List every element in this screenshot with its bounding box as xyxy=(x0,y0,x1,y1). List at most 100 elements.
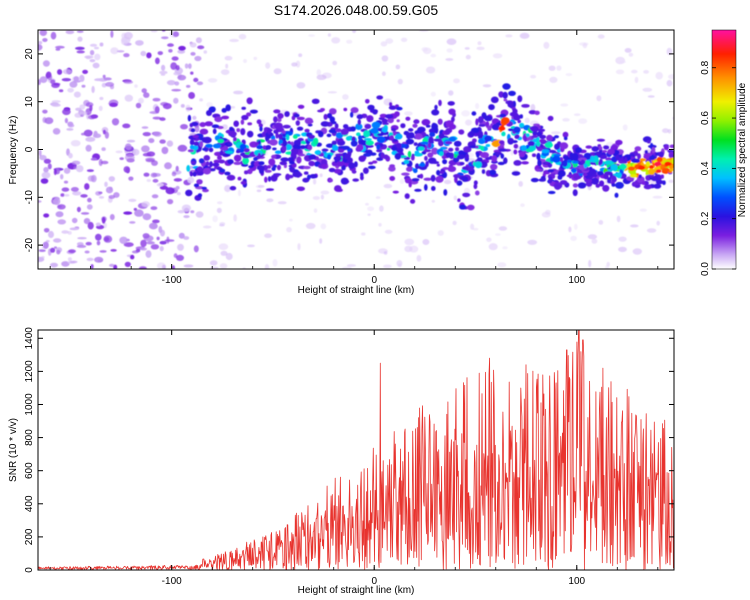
spectrogram-signal-cell xyxy=(367,165,376,170)
spectrogram-noise-cell xyxy=(416,255,422,262)
spectrogram-signal-cell xyxy=(439,170,445,174)
spectrogram-noise-cell xyxy=(109,263,115,267)
spectrogram-signal-cell xyxy=(624,157,628,164)
spectrogram-noise-cell xyxy=(161,36,169,40)
spectrogram-signal-cell xyxy=(246,97,253,105)
spectrogram-signal-cell xyxy=(651,146,656,154)
spectrogram-noise-cell xyxy=(264,264,270,269)
spectrogram-noise-cell xyxy=(382,71,386,76)
spectrogram-signal-cell xyxy=(327,154,332,160)
spectrogram-noise-cell xyxy=(465,54,471,60)
spectrogram-noise-cell xyxy=(587,234,598,240)
spectrogram-noise-cell xyxy=(383,251,388,255)
spectrogram-noise-cell xyxy=(352,30,357,33)
spectrogram-signal-cell xyxy=(509,111,519,117)
spectrogram-signal-cell xyxy=(439,141,444,146)
spectrogram-noise-cell xyxy=(159,240,167,245)
spectrogram-signal-cell xyxy=(527,140,535,147)
spectrogram-signal-cell xyxy=(236,150,241,154)
colorbar-tick-label: 0.4 xyxy=(700,161,711,175)
spectrogram-signal-cell xyxy=(611,183,616,187)
spectrogram-signal-cell xyxy=(389,102,393,107)
spectrogram-signal-cell xyxy=(539,139,547,143)
spectrogram-noise-cell xyxy=(130,254,135,260)
spectrogram-signal-cell xyxy=(214,116,223,123)
spectrogram-noise-cell xyxy=(652,195,663,199)
spectrogram-noise-cell xyxy=(320,190,330,195)
spectrogram-signal-cell xyxy=(382,126,388,133)
spectrogram-signal-cell xyxy=(366,115,374,123)
spectrogram-noise-cell xyxy=(71,217,78,224)
spectrogram-signal-cell xyxy=(290,147,299,155)
spectrogram-signal-cell xyxy=(421,119,431,126)
spectrogram-signal-cell xyxy=(219,168,226,173)
spectrogram-signal-cell xyxy=(206,110,212,116)
spectrogram-signal-cell xyxy=(490,96,499,104)
spectrogram-signal-cell xyxy=(196,179,203,185)
spectrogram-signal-cell xyxy=(277,117,282,123)
spectrogram-noise-cell xyxy=(361,232,366,236)
spectrogram-signal-cell xyxy=(357,119,361,126)
spectrogram-signal-cell xyxy=(259,126,263,132)
spectrogram-noise-cell xyxy=(51,103,61,107)
spectrogram-signal-cell xyxy=(569,152,574,159)
spectrogram-noise-cell xyxy=(140,247,148,251)
spectrogram-signal-cell xyxy=(376,144,381,150)
spectrogram-signal-cell xyxy=(405,138,415,145)
spectrogram-noise-cell xyxy=(375,196,381,199)
spectrogram-noise-cell xyxy=(142,132,151,137)
spectrogram-signal-cell xyxy=(475,190,480,196)
spectrogram-noise-cell xyxy=(365,202,369,206)
spectrogram-signal-cell xyxy=(481,169,486,174)
spectrogram-noise-cell xyxy=(209,260,218,266)
spectrogram-noise-cell xyxy=(157,51,163,56)
spectrogram-noise-cell xyxy=(185,104,191,112)
spectrogram-noise-cell xyxy=(143,172,150,177)
spectrogram-signal-cell xyxy=(394,111,400,117)
spectrogram-signal-cell xyxy=(255,142,259,146)
spectrogram-noise-cell xyxy=(470,223,475,230)
spectrogram-signal-cell xyxy=(382,154,389,160)
spectrogram-signal-cell xyxy=(381,118,388,124)
spectrogram-noise-cell xyxy=(256,189,262,193)
spectrogram-signal-cell xyxy=(247,168,253,175)
spectrogram-signal-cell xyxy=(412,123,418,128)
spectrogram-noise-cell xyxy=(38,249,46,253)
spectrogram-noise-cell xyxy=(43,228,50,233)
spectrogram-noise-cell xyxy=(84,250,90,254)
spectrogram-signal-cell xyxy=(352,136,356,141)
spectrogram-noise-cell xyxy=(76,244,87,248)
spectrogram-signal-cell xyxy=(264,169,272,173)
spectrogram-noise-cell xyxy=(327,33,331,37)
spectrogram-noise-cell xyxy=(229,38,240,43)
spectrogram-signal-cell xyxy=(193,183,200,188)
spectrogram-signal-cell xyxy=(500,153,505,159)
spectrogram-signal-cell xyxy=(519,114,523,119)
spectrogram-noise-cell xyxy=(50,262,58,268)
spectrogram-signal-cell xyxy=(517,95,523,103)
spectrogram-noise-cell xyxy=(166,140,174,147)
spectrogram-noise-cell xyxy=(71,160,81,165)
spectrogram-signal-cell xyxy=(192,145,199,151)
spectrogram-noise-cell xyxy=(446,38,457,45)
spectrogram-signal-cell xyxy=(537,128,546,132)
spectrogram-ytick-label: 20 xyxy=(24,48,35,60)
spectrogram-signal-cell xyxy=(365,140,374,146)
spectrogram-signal-cell xyxy=(293,113,300,118)
snr-ylabel: SNR (10 * v/v) xyxy=(8,418,19,482)
spectrogram-signal-cell xyxy=(376,95,384,100)
spectrogram-signal-cell xyxy=(285,134,290,141)
spectrogram-ytick-label: -20 xyxy=(24,237,35,252)
spectrogram-signal-cell xyxy=(643,154,650,159)
spectrogram-noise-cell xyxy=(183,236,190,240)
spectrogram-signal-cell xyxy=(585,145,593,149)
spectrogram-noise-cell xyxy=(81,84,86,88)
spectrogram-noise-cell xyxy=(573,113,581,116)
spectrogram-signal-cell xyxy=(425,124,431,128)
spectrogram-peak xyxy=(654,161,662,166)
spectrogram-peak xyxy=(664,161,672,166)
spectrogram-noise-cell xyxy=(167,43,174,47)
spectrogram-signal-cell xyxy=(596,138,606,142)
spectrogram-signal-cell xyxy=(575,147,583,153)
spectrogram-signal-cell xyxy=(197,193,203,198)
